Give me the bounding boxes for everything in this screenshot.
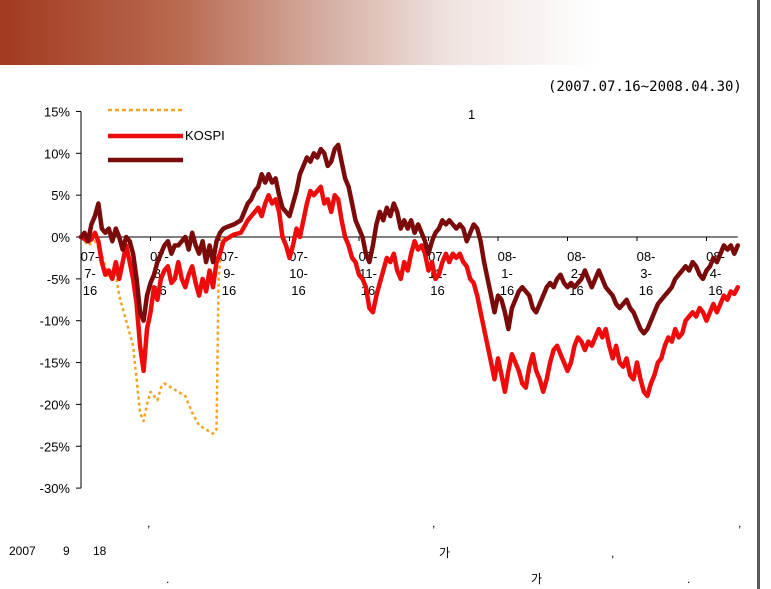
y-tick-label: -15%	[40, 356, 71, 371]
y-tick-label: 5%	[51, 188, 70, 203]
footnote-comma-3: ,	[738, 516, 742, 530]
y-tick-label: -30%	[40, 481, 71, 496]
footnote-comma-1: ,	[147, 516, 151, 530]
y-tick-label: -5%	[47, 272, 71, 287]
footnote-comma-4: ,	[611, 546, 615, 560]
chart-number: 1	[468, 107, 475, 122]
series-line-0	[80, 236, 223, 435]
header-banner	[0, 0, 600, 65]
series-line-2	[78, 142, 741, 336]
footnote-year: 2007	[9, 544, 36, 558]
right-border	[757, 0, 760, 589]
footnote-comma-2: ,	[432, 516, 436, 530]
line-chart: 15% 10% 5% 0% -5% -10% -15% -20% -25% -30% 07-7-1…	[40, 104, 741, 496]
series-layer	[78, 142, 741, 435]
series-line-1	[78, 184, 741, 399]
x-tick-label: 07-9-16	[220, 249, 239, 298]
y-tick-label: 0%	[51, 230, 70, 245]
x-tick-label: 07-7-16	[81, 249, 100, 298]
footnote-period-1: .	[166, 572, 170, 586]
x-tick-label: 08-1-16	[498, 249, 517, 298]
footnote-day: 18	[93, 544, 107, 558]
legend-label-1: KOSPI	[185, 128, 225, 143]
footnote-period-2: .	[687, 572, 691, 586]
x-tick-label: 08-3-16	[637, 249, 656, 298]
legend: KOSPI	[108, 108, 225, 163]
footnote-ga-2: 가	[531, 572, 543, 586]
x-tick-label: 08-4-16	[706, 249, 725, 298]
y-tick-label: -25%	[40, 439, 71, 454]
y-tick-label: 15%	[44, 104, 70, 119]
y-axis: 15% 10% 5% 0% -5% -10% -15% -20% -25% -30%	[40, 104, 82, 496]
y-tick-label: 10%	[44, 146, 70, 161]
x-tick-label: 07-10-16	[289, 249, 308, 298]
footnote-month: 9	[63, 544, 70, 558]
date-range: (2007.07.16~2008.04.30)	[548, 79, 742, 95]
y-tick-label: -10%	[40, 314, 71, 329]
footnote-ga-1: 가	[439, 546, 451, 560]
y-tick-label: -20%	[40, 397, 71, 412]
